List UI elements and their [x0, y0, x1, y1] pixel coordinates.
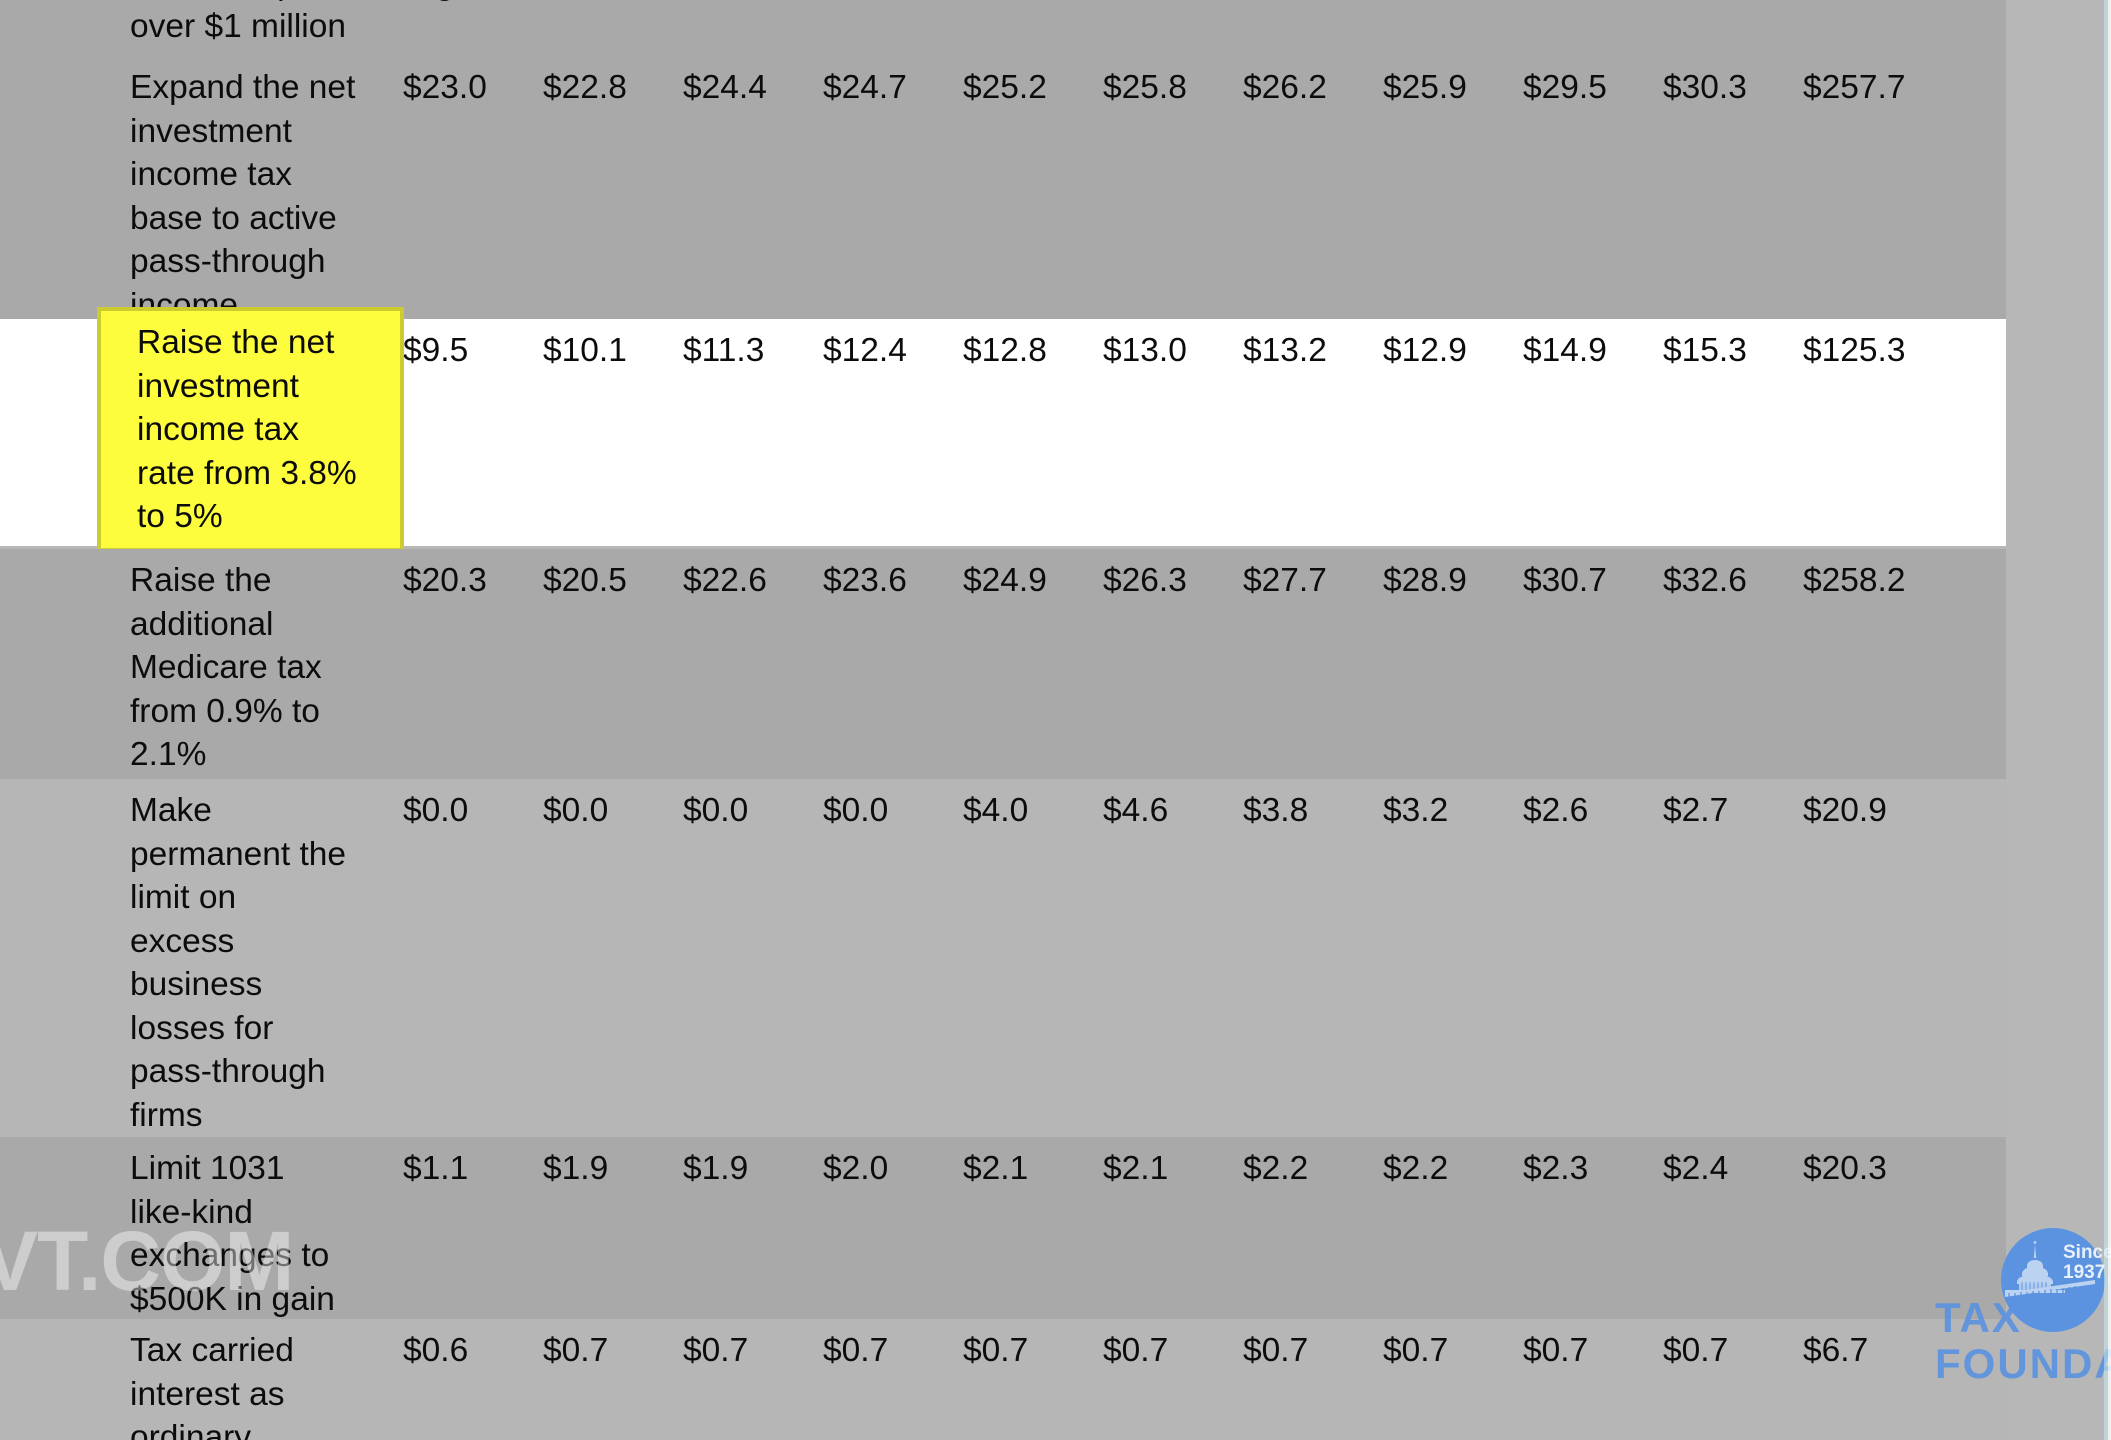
svg-text:1937: 1937	[2063, 1262, 2105, 1283]
